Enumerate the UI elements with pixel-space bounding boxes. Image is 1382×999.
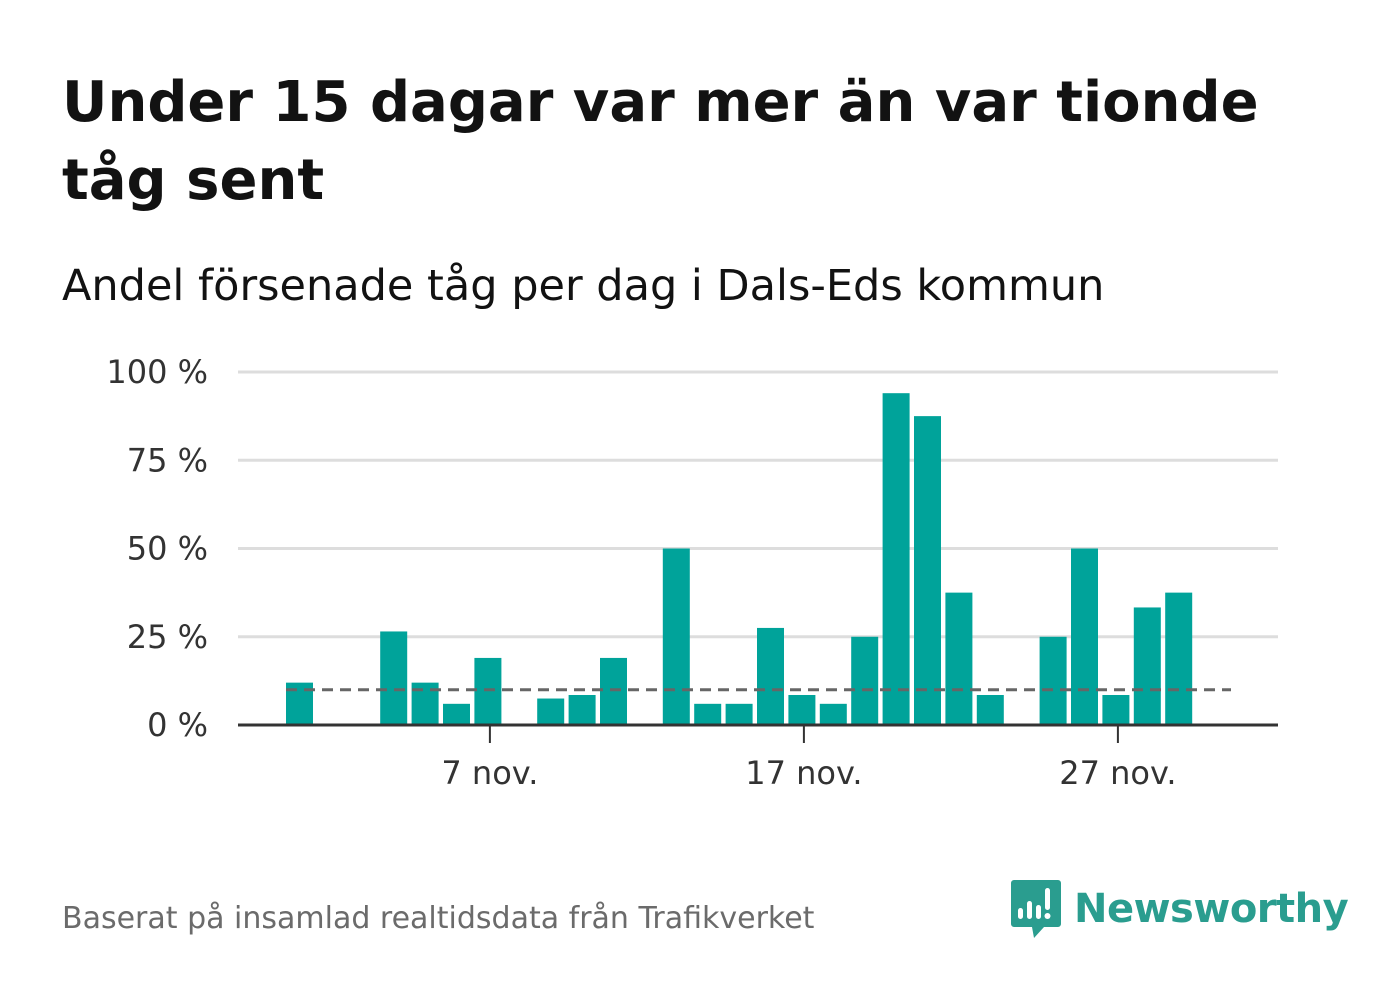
x-tick-label: 27 nov. [1059, 754, 1176, 792]
brand-logo[interactable]: Newsworthy [1010, 878, 1349, 940]
bar [851, 636, 879, 725]
y-tick-label: 0 % [147, 706, 208, 744]
bar [757, 627, 784, 725]
bar [819, 703, 847, 725]
bar [882, 393, 910, 725]
bars [286, 393, 1193, 725]
bar [914, 416, 941, 725]
bar [976, 694, 1004, 725]
source-note: Baserat på insamlad realtidsdata från Tr… [62, 901, 815, 936]
chart-subtitle: Andel försenade tåg per dag i Dals-Eds k… [62, 261, 1105, 311]
bar [945, 592, 973, 725]
bar [694, 703, 722, 725]
x-axis [238, 723, 1278, 743]
bar [600, 657, 627, 725]
bar [725, 703, 753, 725]
newsworthy-logo-icon [1011, 880, 1061, 938]
brand-name: Newsworthy [1074, 886, 1349, 932]
bar [537, 698, 565, 725]
bar [474, 657, 502, 725]
bar [1071, 548, 1098, 725]
grid-lines [238, 370, 1278, 639]
bar-chart: 0 % 25 % 50 % 75 % 100 % 7 nov. 17 nov. 27 nov… [106, 353, 1278, 792]
y-tick-label: 50 % [127, 530, 208, 568]
y-tick-label: 75 % [127, 441, 208, 479]
bar [568, 694, 596, 725]
y-tick-label: 25 % [127, 618, 208, 656]
bar [1102, 694, 1130, 725]
x-tick-label: 17 nov. [745, 754, 862, 792]
y-tick-label: 100 % [106, 353, 208, 391]
bar [380, 631, 408, 725]
bar [443, 703, 470, 725]
bar [1133, 607, 1161, 725]
bar [662, 548, 690, 725]
x-axis-labels: 7 nov. 17 nov. 27 nov. [441, 754, 1176, 792]
bar [1165, 592, 1193, 725]
y-axis-labels: 0 % 25 % 50 % 75 % 100 % [106, 353, 208, 744]
chart-title: Under 15 dagar var mer än var tionde tåg… [62, 70, 1259, 213]
bar [788, 694, 816, 725]
x-tick-label: 7 nov. [441, 754, 538, 792]
bar [1039, 636, 1067, 725]
